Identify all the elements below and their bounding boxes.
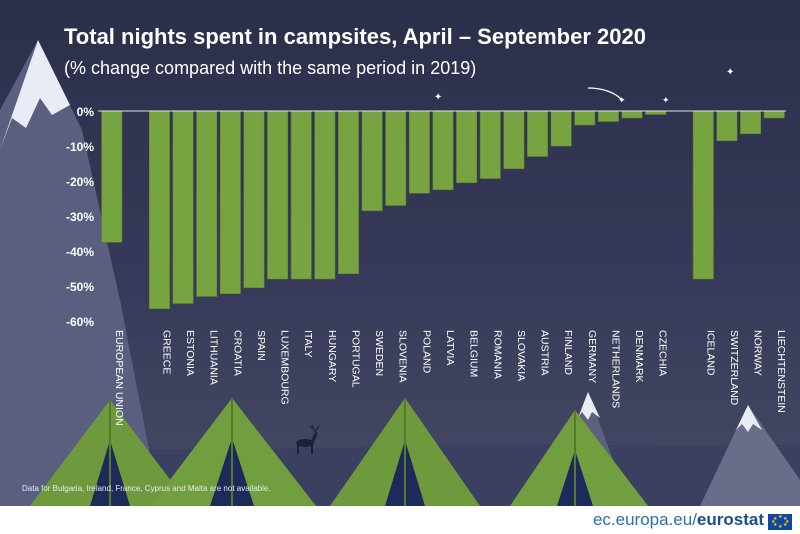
x-tick-label: GREECE (160, 330, 172, 374)
mountain-right (700, 405, 800, 506)
star-icon: ✦ (662, 96, 670, 106)
chart-title: Total nights spent in campsites, April –… (64, 24, 646, 49)
x-tick-label: SPAIN (255, 330, 267, 361)
star-icon: ✦ (726, 67, 734, 78)
y-tick-label: 0% (77, 105, 95, 119)
tent-icon (150, 398, 316, 506)
chart-subtitle: (% change compared with the same period … (64, 58, 477, 78)
bar-european-union (101, 110, 123, 243)
bar-hungary (314, 110, 336, 280)
bar-slovakia (503, 110, 525, 170)
x-tick-label: NORWAY (752, 330, 764, 376)
y-tick-label: -10% (66, 140, 94, 154)
infographic: ✦ ✦ ✦ ✦ (0, 0, 800, 506)
y-tick-label: -30% (66, 210, 94, 224)
y-axis: 0% -10% -20% -30% -40% -50% -60% (66, 105, 94, 329)
x-tick-label: SLOVENIA (397, 330, 409, 383)
bar-iceland (692, 110, 714, 280)
bar-italy (290, 110, 312, 280)
mountain-right-snow (736, 405, 762, 432)
bar-slovenia (385, 110, 407, 206)
x-tick-label: BELGIUM (468, 330, 480, 377)
bar-germany (574, 110, 596, 126)
x-tick-label: FINLAND (562, 330, 574, 375)
bars (101, 110, 785, 310)
star-icon: ✦ (618, 96, 626, 106)
source-brand: eurostat (696, 510, 764, 529)
x-tick-label: SWITZERLAND (728, 330, 740, 406)
bar-czechia (645, 110, 667, 115)
x-tick-label: SWEDEN (373, 330, 385, 376)
bar-chart: 0% -10% -20% -30% -40% -50% -60% EUROPEAN UNIO… (66, 105, 787, 426)
x-tick-label: HUNGARY (326, 330, 338, 382)
mountain-left (0, 40, 160, 506)
x-tick-label: ICELAND (704, 330, 716, 376)
bar-spain (243, 110, 265, 289)
x-axis-labels: EUROPEAN UNION GREECE ESTONIA LITHUANIA CROA… (113, 330, 787, 426)
tent-icon (330, 398, 480, 506)
x-tick-label: LITHUANIA (208, 330, 220, 385)
tent-icon (510, 410, 648, 506)
x-tick-label: PORTUGAL (349, 330, 361, 388)
y-tick-label: -20% (66, 175, 94, 189)
x-tick-label: POLAND (420, 330, 432, 374)
x-tick-label: LIECHTENSTEIN (775, 330, 787, 413)
y-tick-label: -60% (66, 315, 94, 329)
y-tick-label: -40% (66, 245, 94, 259)
x-tick-label: GERMANY (586, 330, 598, 383)
bar-sweden (361, 110, 383, 212)
bar-croatia (219, 110, 241, 294)
bar-finland (550, 110, 572, 147)
source-bar: ec.europa.eu/eurostat ★ ★ ★ ★ ★ ★ ★ ★ (0, 506, 800, 534)
bar-belgium (456, 110, 478, 184)
bar-luxembourg (267, 110, 289, 280)
bar-latvia (432, 110, 454, 191)
bar-denmark (621, 110, 643, 119)
star-icon: ✦ (434, 92, 442, 103)
x-tick-label: CROATIA (231, 330, 243, 376)
x-tick-label: NETHERLANDS (609, 330, 621, 408)
deer-icon (296, 424, 320, 454)
x-tick-label: AUSTRIA (539, 330, 551, 376)
bar-liechtenstein (763, 110, 785, 119)
bar-portugal (338, 110, 359, 275)
bar-switzerland (716, 110, 738, 142)
tent-icon (30, 400, 190, 506)
bar-estonia (172, 110, 194, 304)
eu-flag-icon: ★ ★ ★ ★ ★ ★ ★ ★ (768, 514, 792, 530)
x-tick-label: ROMANIA (491, 330, 503, 379)
bar-norway (740, 110, 762, 135)
bar-greece (148, 110, 170, 310)
x-tick-label: LUXEMBOURG (279, 330, 291, 405)
x-tick-label: CZECHIA (657, 330, 669, 376)
footnote: Data for Bulgaria, Ireland, France, Cypr… (22, 484, 271, 493)
source-link[interactable]: ec.europa.eu/eurostat (593, 510, 764, 530)
bar-poland (408, 110, 430, 194)
x-tick-label: EUROPEAN UNION (113, 330, 125, 426)
bar-austria (527, 110, 548, 157)
mountain-left-snow (0, 40, 70, 150)
x-tick-label: ESTONIA (184, 330, 196, 376)
mountain-mid-snow (578, 392, 600, 420)
bar-romania (479, 110, 501, 179)
bar-lithuania (196, 110, 218, 297)
x-tick-label: ITALY (302, 330, 314, 358)
y-tick-label: -50% (66, 280, 94, 294)
shooting-star-icon (587, 87, 622, 100)
bar-netherlands (597, 110, 619, 122)
x-tick-label: DENMARK (633, 330, 645, 383)
source-domain: ec.europa.eu/ (592, 510, 697, 529)
x-tick-label: SLOVAKIA (515, 330, 527, 381)
x-tick-label: LATVIA (444, 330, 456, 365)
background-scene: ✦ ✦ ✦ ✦ (0, 40, 800, 506)
